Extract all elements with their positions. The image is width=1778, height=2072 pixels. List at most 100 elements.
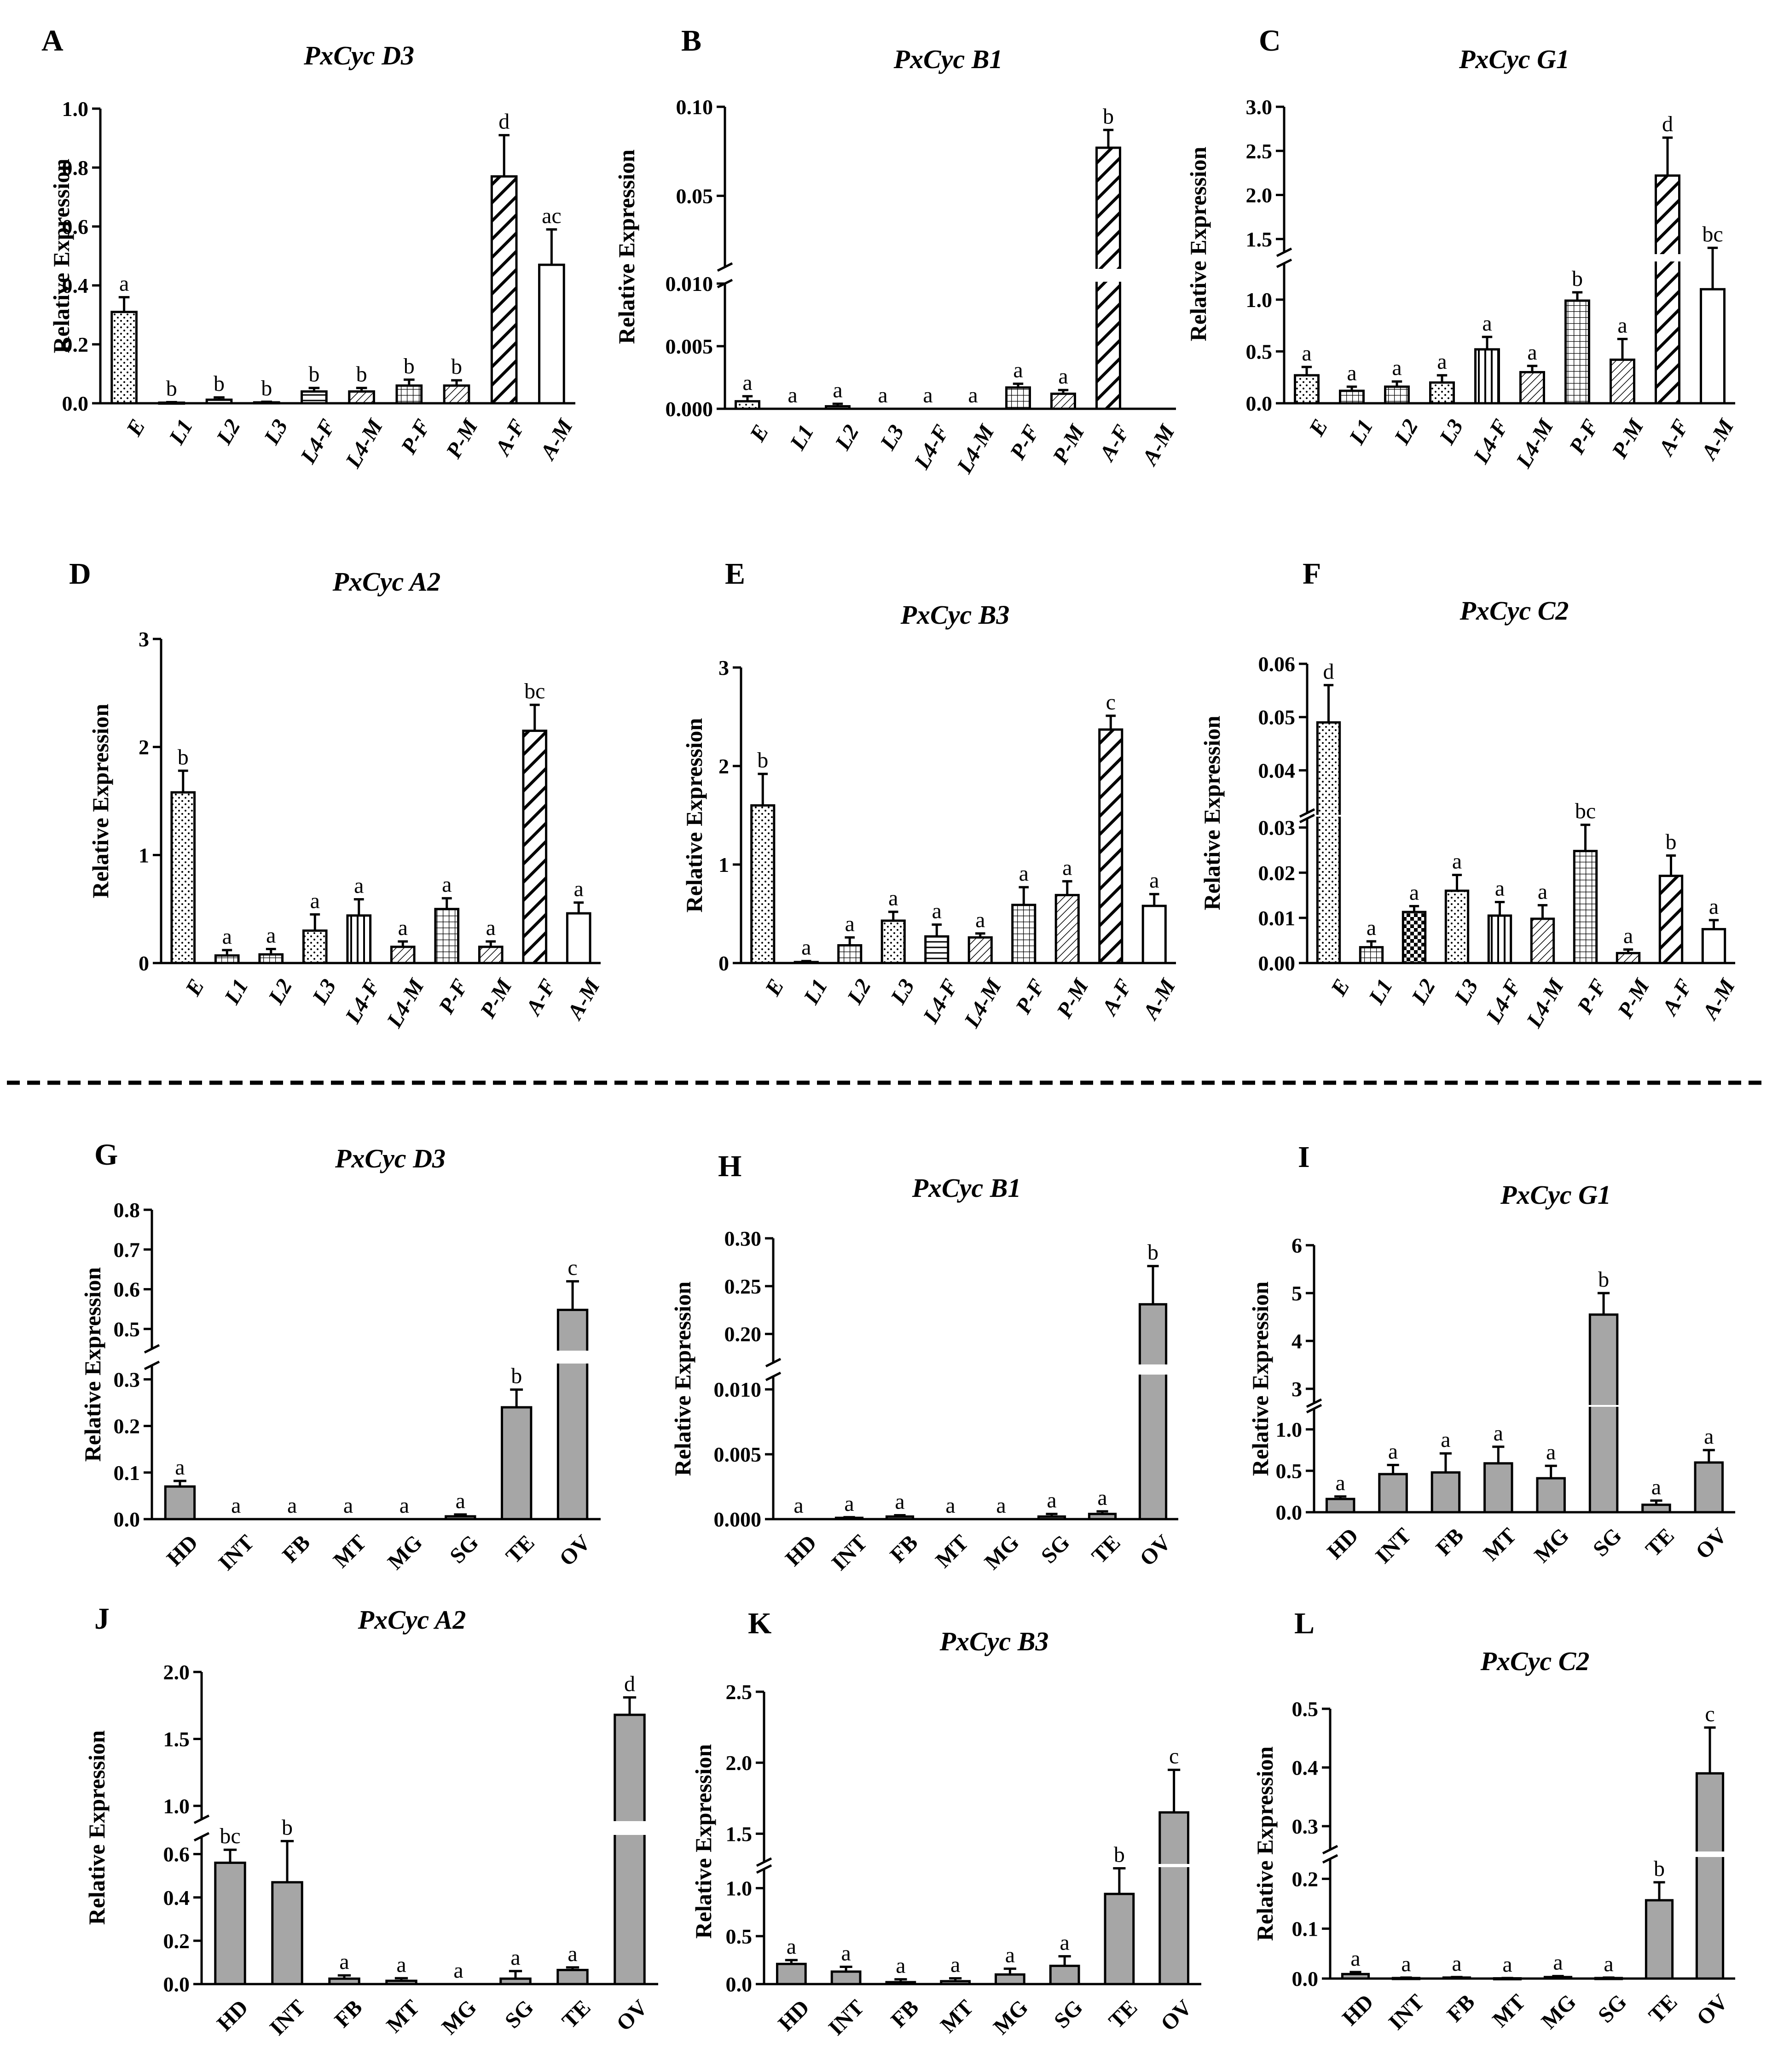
y-tick-label: 0.30 [724,1227,762,1250]
y-tick-label: 2.0 [163,1660,190,1684]
bar-e [735,400,760,410]
significance-label: a [1336,1471,1345,1495]
bar-break-gap [1137,1364,1169,1375]
bar-a-m [566,912,591,964]
bar-p-f [434,908,460,964]
significance-label: a [888,886,898,911]
bar-sg [1037,1515,1066,1521]
x-tick-label: TE [557,1995,596,2033]
panel-letter: G [94,1138,118,1172]
bar-a-m [538,263,565,405]
panel-letter: L [1294,1607,1315,1640]
x-tick-label: A-F [1653,415,1693,460]
panel-f: F PxCyc C2 Relative Expression 0.00 0.01 0.02… [1199,557,1740,1032]
y-tick-label: 0.0 [1276,1501,1303,1524]
x-tick-label: FB [886,1995,924,2032]
x-tick-label: L3 [1435,415,1468,449]
y-tick-label: 0.010 [714,1378,762,1401]
y-tick-label: 0.2 [163,1929,190,1953]
panel-letter: F [1303,557,1321,591]
significance-label: a [896,1954,905,1978]
bar-e [170,791,196,964]
bar-fb [1431,1471,1461,1514]
y-tick-label: 2.5 [726,1680,753,1704]
x-tick-label: L4-M [382,974,429,1032]
bar-fb [885,1515,915,1521]
bar-te [556,1968,589,1985]
y-tick-label: 1 [718,853,729,876]
significance-label: bc [524,679,545,703]
y-tick-label: 0.000 [714,1508,762,1531]
significance-label: b [1103,104,1114,128]
significance-label: a [231,1493,241,1518]
significance-label: a [996,1493,1006,1518]
axis-break-mark [756,1857,772,1867]
panel-i: I PxCyc G1 Relative Expression 0.0 0.5 1.0 3 4 5… [1247,1140,1735,1568]
bar-ov [1138,1303,1168,1521]
significance-label: a [1617,313,1627,337]
significance-label: d [498,110,510,134]
y-tick-label: 0.6 [163,1843,190,1866]
bar-e [750,804,776,964]
x-tick-label: SG [500,1995,539,2033]
significance-label: a [222,924,232,949]
bar-mg [1543,1976,1573,1980]
significance-label: b [511,1364,522,1388]
axis-break-mark [1299,808,1315,818]
significance-label: b [1114,1843,1125,1867]
significance-label: a [1097,1486,1107,1510]
significance-label: a [1392,356,1402,380]
x-tick-label: L4-F [340,975,385,1028]
y-tick-label: 0.01 [1258,906,1296,930]
chart-title: PxCyc G1 [1500,1180,1611,1210]
significance-label: a [833,378,842,402]
x-tick-label: HD [212,1995,253,2036]
y-tick-label: 0.5 [1292,1697,1319,1721]
axis-break-mark [765,1358,782,1368]
x-tick-label: FB [278,1530,315,1567]
bar-a-m [1141,905,1167,964]
significance-label: b [166,376,177,400]
panel-letter: D [69,557,91,591]
x-tick-label: SG [1049,1995,1088,2033]
y-axis: 0.0 0.5 1.0 1.5 2.0 2.5 [726,1680,772,1996]
significance-label: a [742,371,752,395]
significance-label: ac [542,203,562,228]
y-tick-label: 0.0 [1292,1967,1319,1991]
x-tick-label: FB [1431,1523,1469,1561]
axis-break-mark [1306,1398,1322,1408]
y-tick-label: 0.000 [666,397,713,421]
y-tick-label: 0.2 [1292,1867,1319,1891]
x-tick-label: A-M [535,414,578,465]
y-axis-label: Relative Expression [681,718,707,912]
x-tick-label: E [1304,415,1332,441]
y-tick-label: 0.02 [1258,861,1296,885]
x-tick-label: MG [989,1995,1033,2039]
significance-label: a [1350,1946,1360,1971]
significance-label: b [1572,267,1583,291]
bar-mt [940,1980,971,1985]
y-tick-label: 0.0 [163,1973,190,1996]
significance-label: a [119,272,129,296]
y-tick-label: 0.005 [666,335,713,358]
bar-te [1641,1503,1671,1514]
y-tick-label: 0.05 [676,184,713,208]
panel-a: A PxCyc D3 Relative Expression 0.0 0.2 0.4 0.6… [41,24,578,472]
bar-mt [1483,1462,1513,1514]
y-tick-label: 0.1 [114,1461,140,1485]
x-tick-label: P-M [1607,414,1649,463]
bar-l4-m [348,390,375,405]
bar-break-gap [1587,1405,1620,1407]
significance-label: a [787,1934,796,1959]
axis-break-mark [144,1344,160,1354]
panel-c: C PxCyc G1 Relative Expression 0.0 0.5 1.0 1.5… [1185,24,1739,472]
y-tick-label: 1.0 [62,97,89,121]
significance-label: a [1452,1951,1461,1976]
bar-e [1294,374,1320,405]
y-tick-label: 0.5 [726,1925,753,1948]
bar-a-f [522,729,548,964]
significance-label: a [1441,1428,1450,1452]
x-tick-label: OV [612,1995,653,2036]
significance-label: b [451,354,462,379]
significance-label: a [310,888,320,913]
